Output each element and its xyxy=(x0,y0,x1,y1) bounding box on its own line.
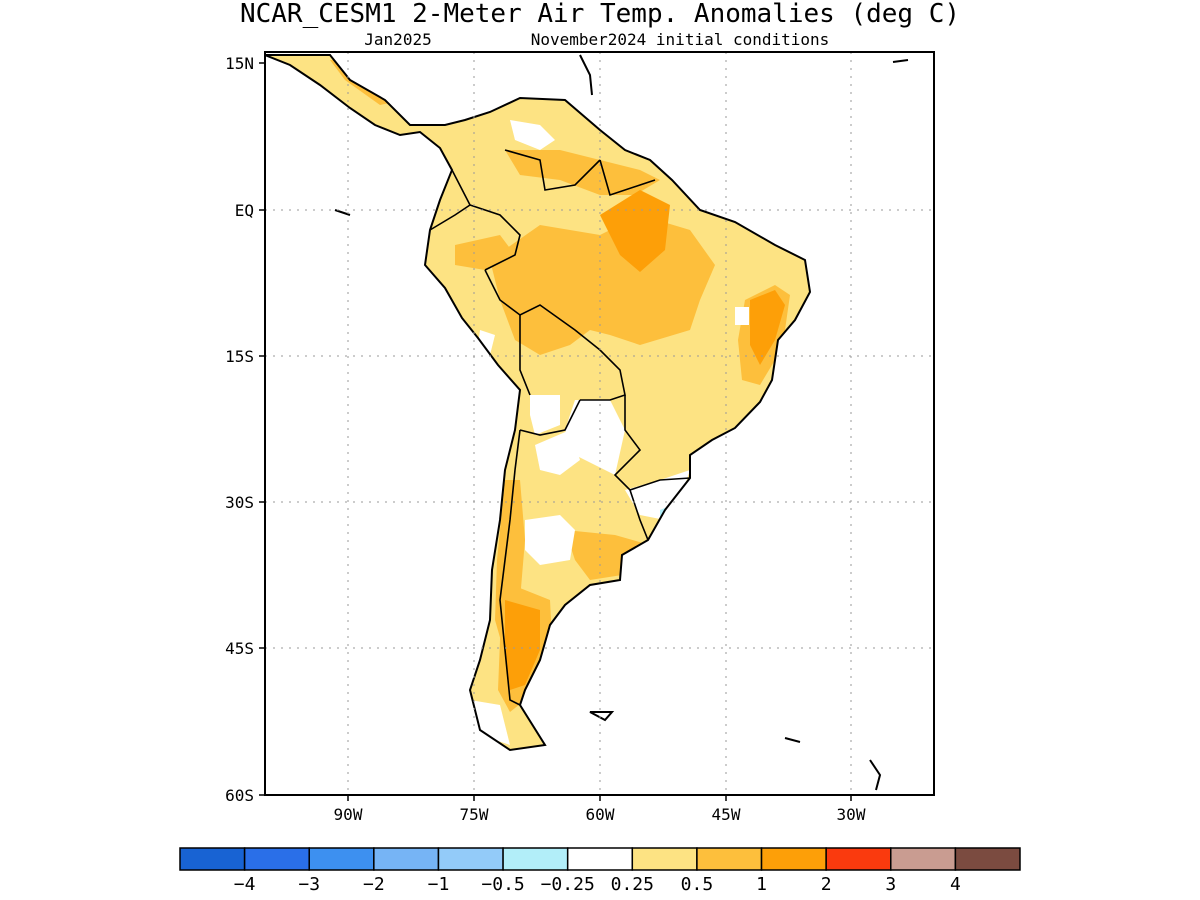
colorbar-swatch-7 xyxy=(631,847,698,871)
colorbar-swatch-2 xyxy=(308,847,375,871)
coastlines xyxy=(265,54,909,791)
colorbar-label-2: −2 xyxy=(363,874,385,895)
altiplano-neutral-region xyxy=(530,395,560,435)
caribbean-island-outline xyxy=(579,54,593,96)
colorbar-swatch-1 xyxy=(243,847,310,871)
latitude-ticks xyxy=(259,62,265,796)
lat-label-60s: 60S xyxy=(225,786,254,805)
lesser-antilles-islands xyxy=(892,59,909,63)
map-area xyxy=(264,51,935,796)
guiana-moderate-warm-anomaly xyxy=(505,150,660,195)
bolivia-argentina-border xyxy=(519,399,581,436)
venezuela-border xyxy=(504,149,601,191)
country-borders xyxy=(429,149,691,706)
colorbar-swatch-10 xyxy=(825,847,892,871)
colorbar-swatch-9 xyxy=(760,847,827,871)
colorbar-label-1: −3 xyxy=(298,874,320,895)
colorbar-label-8: 1 xyxy=(756,874,767,895)
peru-coast-neutral-region xyxy=(478,330,495,355)
colorbar-label-0: −4 xyxy=(234,874,256,895)
lon-label-60w: 60W xyxy=(586,805,615,824)
colorbar-swatch-6 xyxy=(566,847,634,871)
lon-label-75w: 75W xyxy=(460,805,489,824)
map-subtitle-month: Jan2025 xyxy=(364,30,431,49)
brazil-neutral-cell xyxy=(735,307,749,325)
colorbar-swatch-4 xyxy=(437,847,504,871)
colorbar-label-7: 0.5 xyxy=(681,874,714,895)
latitude-axis: 15N EQ 15S 30S 45S 60S xyxy=(225,54,265,805)
colorbar-label-10: 3 xyxy=(885,874,896,895)
venezuela-neutral-region xyxy=(510,120,555,150)
peru-moderate-warm-anomaly xyxy=(455,235,515,270)
paraguay-border xyxy=(613,395,691,491)
longitude-ticks xyxy=(347,795,852,801)
colorbar-label-5: −0.25 xyxy=(541,874,595,895)
colorbar-swatch-8 xyxy=(696,847,763,871)
longitude-axis: 90W 75W 60W 45W 30W xyxy=(334,795,866,824)
atlantic-island-outline xyxy=(869,759,882,791)
colorbar: −4 −3 −2 −1 −0.5 −0.25 0.25 0.5 1 2 3 4 xyxy=(179,847,1021,895)
colorbar-label-6: 0.25 xyxy=(611,874,654,895)
south-georgia-island xyxy=(784,737,801,743)
coastal-brazil-strong-warm-anomaly xyxy=(750,290,785,365)
lat-label-15s: 15S xyxy=(225,347,254,366)
colorbar-label-9: 2 xyxy=(821,874,832,895)
lat-label-eq: EQ xyxy=(235,201,254,220)
lon-label-90w: 90W xyxy=(334,805,363,824)
map-title: NCAR_CESM1 2-Meter Air Temp. Anomalies (… xyxy=(240,0,960,29)
chile-argentina-border xyxy=(499,429,521,706)
patagonia-strong-warm-anomaly xyxy=(505,600,540,690)
lat-label-15n: 15N xyxy=(225,54,254,73)
colombia-peru-border xyxy=(451,169,521,271)
colorbar-swatch-12 xyxy=(954,847,1021,871)
colorbar-label-11: 4 xyxy=(950,874,961,895)
lat-label-30s: 30S xyxy=(225,493,254,512)
colorbar-swatch-3 xyxy=(373,847,440,871)
lon-label-30w: 30W xyxy=(837,805,866,824)
lat-label-45s: 45S xyxy=(225,639,254,658)
colorbar-swatch-11 xyxy=(890,847,957,871)
map-subtitle-initial-conditions: November2024 initial conditions xyxy=(531,30,830,49)
colorbar-swatch-0 xyxy=(179,847,246,871)
gran-chaco-neutral-region xyxy=(565,400,625,475)
colorbar-swatch-5 xyxy=(502,847,569,871)
colorbar-label-3: −1 xyxy=(428,874,450,895)
peru-bolivia-border xyxy=(519,315,531,396)
northwest-argentina-neutral-region xyxy=(535,430,580,475)
south-america-coastline xyxy=(265,54,812,752)
guianas-border xyxy=(599,159,656,197)
galapagos-islands xyxy=(334,209,351,216)
lon-label-45w: 45W xyxy=(712,805,741,824)
colorbar-label-4: −0.5 xyxy=(481,874,524,895)
central-argentina-neutral-region xyxy=(525,515,575,565)
bolivia-brazil-border xyxy=(484,269,626,401)
ecuador-border xyxy=(429,204,471,231)
falkland-islands xyxy=(589,711,615,722)
uruguay-border xyxy=(629,489,649,541)
